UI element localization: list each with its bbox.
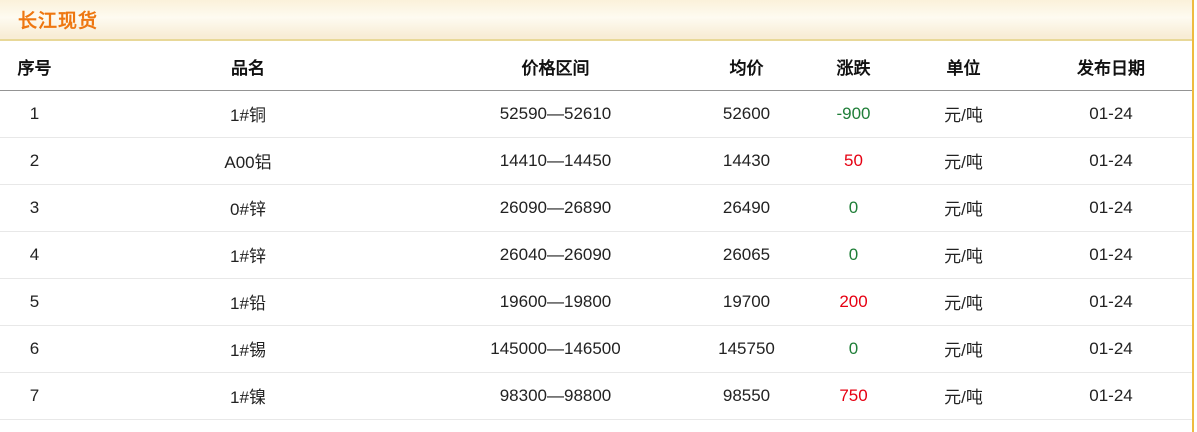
cell-index: 4 — [0, 231, 69, 279]
cell-name: 1#铜 — [69, 90, 427, 138]
cell-date: 01-24 — [1029, 90, 1193, 138]
column-header-range: 价格区间 — [427, 43, 684, 91]
column-header-unit: 单位 — [898, 43, 1029, 91]
section-title: 长江现货 — [18, 11, 99, 32]
table-row: 7 1#镍 98300—98800 98550 750 元/吨 01-24 — [0, 372, 1193, 420]
price-table: 序号 品名 价格区间 均价 涨跌 单位 发布日期 1 1#铜 52590—52610… — [0, 43, 1193, 420]
cell-date: 01-24 — [1029, 184, 1193, 232]
section-header: 长江现货 — [0, 0, 1192, 41]
cell-name: 1#锡 — [69, 325, 427, 373]
cell-unit: 元/吨 — [898, 372, 1029, 420]
cell-name: 1#铅 — [69, 278, 427, 326]
cell-date: 01-24 — [1029, 278, 1193, 326]
table-row: 5 1#铅 19600—19800 19700 200 元/吨 01-24 — [0, 278, 1193, 326]
cell-index: 1 — [0, 90, 69, 138]
cell-unit: 元/吨 — [898, 90, 1029, 138]
cell-unit: 元/吨 — [898, 278, 1029, 326]
table-row: 2 A00铝 14410—14450 14430 50 元/吨 01-24 — [0, 137, 1193, 185]
cell-range: 19600—19800 — [427, 278, 684, 326]
cell-change: -900 — [809, 90, 898, 138]
cell-date: 01-24 — [1029, 372, 1193, 420]
cell-change: 0 — [809, 325, 898, 373]
cell-unit: 元/吨 — [898, 325, 1029, 373]
cell-avg: 26065 — [684, 231, 809, 279]
cell-name: 0#锌 — [69, 184, 427, 232]
cell-index: 5 — [0, 278, 69, 326]
column-header-index: 序号 — [0, 43, 69, 91]
cell-name: 1#镍 — [69, 372, 427, 420]
cell-avg: 26490 — [684, 184, 809, 232]
cell-change: 0 — [809, 184, 898, 232]
column-header-date: 发布日期 — [1029, 43, 1193, 91]
cell-change: 50 — [809, 137, 898, 185]
cell-index: 3 — [0, 184, 69, 232]
table-row: 3 0#锌 26090—26890 26490 0 元/吨 01-24 — [0, 184, 1193, 232]
price-table-head: 序号 品名 价格区间 均价 涨跌 单位 发布日期 — [0, 43, 1193, 91]
cell-avg: 98550 — [684, 372, 809, 420]
cell-index: 2 — [0, 137, 69, 185]
column-header-avg: 均价 — [684, 43, 809, 91]
cell-name: A00铝 — [69, 137, 427, 185]
cell-index: 6 — [0, 325, 69, 373]
cell-unit: 元/吨 — [898, 231, 1029, 279]
column-header-change: 涨跌 — [809, 43, 898, 91]
cell-range: 145000—146500 — [427, 325, 684, 373]
table-row: 6 1#锡 145000—146500 145750 0 元/吨 01-24 — [0, 325, 1193, 373]
column-header-name: 品名 — [69, 43, 427, 91]
cell-unit: 元/吨 — [898, 184, 1029, 232]
cell-unit: 元/吨 — [898, 137, 1029, 185]
cell-range: 14410—14450 — [427, 137, 684, 185]
cell-date: 01-24 — [1029, 231, 1193, 279]
cell-date: 01-24 — [1029, 137, 1193, 185]
header-row: 序号 品名 价格区间 均价 涨跌 单位 发布日期 — [0, 43, 1193, 91]
cell-change: 750 — [809, 372, 898, 420]
cell-name: 1#锌 — [69, 231, 427, 279]
table-row: 1 1#铜 52590—52610 52600 -900 元/吨 01-24 — [0, 90, 1193, 138]
cell-range: 98300—98800 — [427, 372, 684, 420]
cell-date: 01-24 — [1029, 325, 1193, 373]
table-row: 4 1#锌 26040—26090 26065 0 元/吨 01-24 — [0, 231, 1193, 279]
cell-range: 26090—26890 — [427, 184, 684, 232]
cell-change: 200 — [809, 278, 898, 326]
cell-avg: 14430 — [684, 137, 809, 185]
cell-change: 0 — [809, 231, 898, 279]
cell-range: 26040—26090 — [427, 231, 684, 279]
cell-avg: 19700 — [684, 278, 809, 326]
price-table-body: 1 1#铜 52590—52610 52600 -900 元/吨 01-24 2 A00铝 144… — [0, 90, 1193, 420]
cell-range: 52590—52610 — [427, 90, 684, 138]
cell-index: 7 — [0, 372, 69, 420]
cell-avg: 52600 — [684, 90, 809, 138]
right-gold-divider — [1192, 0, 1194, 432]
cell-avg: 145750 — [684, 325, 809, 373]
